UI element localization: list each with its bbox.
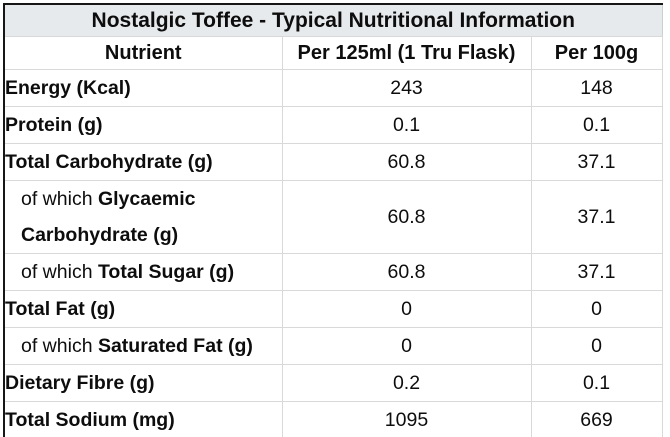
table-row-protein: Protein (g) 0.1 0.1 <box>3 106 663 144</box>
value-per-100g: 0.1 <box>530 364 663 402</box>
value-per-125ml: 60.8 <box>281 253 532 291</box>
value-per-125ml: 0.2 <box>281 364 532 402</box>
table-row-total-carbohydrate: Total Carbohydrate (g) 60.8 37.1 <box>3 143 663 181</box>
table-row-dietary-fibre: Dietary Fibre (g) 0.2 0.1 <box>3 364 663 402</box>
table-title: Nostalgic Toffee - Typical Nutritional I… <box>4 3 662 37</box>
label-name: Total Sugar (g) <box>97 261 235 283</box>
table-row-total-sugar: of which Total Sugar (g) 60.8 37.1 <box>3 253 663 291</box>
label-name: Energy (Kcal) <box>5 77 131 99</box>
table-row-energy: Energy (Kcal) 243 148 <box>3 69 663 107</box>
value-per-100g: 0 <box>530 290 663 328</box>
value-per-100g: 0 <box>530 327 663 365</box>
label-name: Total Carbohydrate (g) <box>5 151 213 173</box>
nutrition-table: Nostalgic Toffee - Typical Nutritional I… <box>3 3 663 437</box>
label-name: Glycaemic Carbohydrate (g) <box>21 188 196 246</box>
label-name: Total Sodium (mg) <box>5 409 175 431</box>
nutrient-label: Dietary Fibre (g) <box>3 364 283 402</box>
column-header-per-100g: Per 100g <box>530 36 663 70</box>
value-per-100g: 37.1 <box>530 180 663 254</box>
label-name: Saturated Fat (g) <box>97 335 253 357</box>
table-title-row: Nostalgic Toffee - Typical Nutritional I… <box>4 3 662 37</box>
column-header-nutrient: Nutrient <box>3 36 283 70</box>
value-per-100g: 669 <box>530 401 663 437</box>
table-row-saturated-fat: of which Saturated Fat (g) 0 0 <box>3 327 663 365</box>
nutrient-label: Protein (g) <box>3 106 283 144</box>
value-per-125ml: 60.8 <box>281 143 532 181</box>
nutrient-label: of which Total Sugar (g) <box>3 253 283 291</box>
value-per-100g: 148 <box>530 69 663 107</box>
nutrient-label: Total Sodium (mg) <box>3 401 283 437</box>
value-per-125ml: 243 <box>281 69 532 107</box>
table-row-glycaemic-carbohydrate: of which Glycaemic Carbohydrate (g) 60.8… <box>3 180 663 254</box>
table-row-total-sodium: Total Sodium (mg) 1095 669 <box>3 401 663 437</box>
value-per-125ml: 0.1 <box>281 106 532 144</box>
value-per-100g: 0.1 <box>530 106 663 144</box>
label-name: Dietary Fibre (g) <box>5 372 155 394</box>
label-prefix: of which <box>21 261 98 283</box>
nutrient-label: Total Carbohydrate (g) <box>3 143 283 181</box>
table-row-total-fat: Total Fat (g) 0 0 <box>3 290 663 328</box>
label-prefix: of which <box>21 188 98 210</box>
value-per-100g: 37.1 <box>530 253 663 291</box>
value-per-100g: 37.1 <box>530 143 663 181</box>
nutrient-label: Energy (Kcal) <box>3 69 283 107</box>
value-per-125ml: 60.8 <box>281 180 532 254</box>
value-per-125ml: 1095 <box>281 401 532 437</box>
table-header-row: Nutrient Per 125ml (1 Tru Flask) Per 100… <box>3 36 663 70</box>
nutrient-label: of which Glycaemic Carbohydrate (g) <box>3 180 283 254</box>
value-per-125ml: 0 <box>281 290 532 328</box>
nutrient-label: of which Saturated Fat (g) <box>3 327 283 365</box>
column-header-per-125ml: Per 125ml (1 Tru Flask) <box>281 36 532 70</box>
label-name: Total Fat (g) <box>5 298 116 320</box>
label-prefix: of which <box>21 335 98 357</box>
label-name: Protein (g) <box>5 114 103 136</box>
nutrient-label: Total Fat (g) <box>3 290 283 328</box>
value-per-125ml: 0 <box>281 327 532 365</box>
